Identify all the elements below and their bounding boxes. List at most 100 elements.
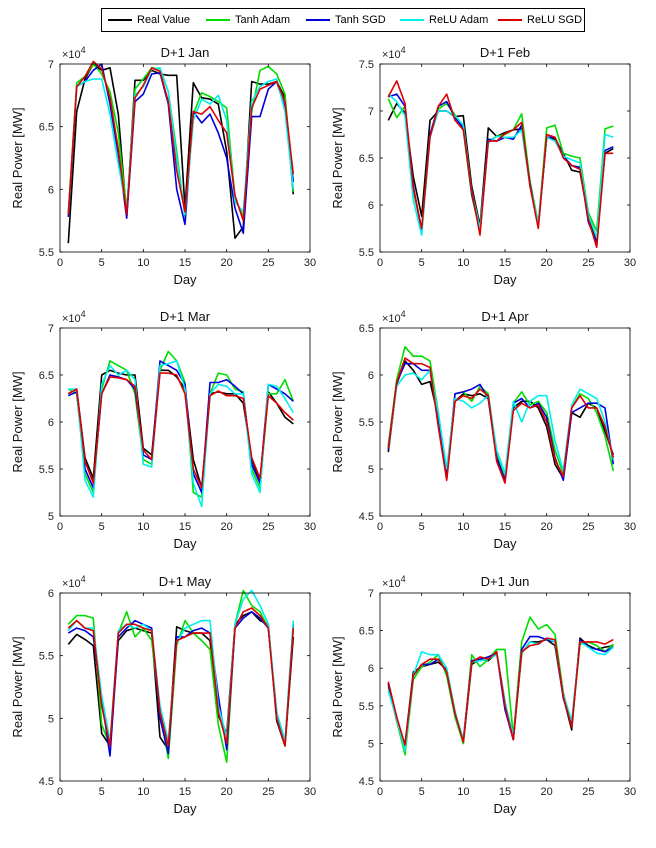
x-tick-label: 10: [137, 257, 149, 269]
y-axis-label: Real Power [MW]: [10, 371, 25, 472]
y-tick-label: 6.5: [359, 626, 374, 638]
x-tick-label: 15: [499, 786, 511, 798]
chart-title: D+1 Apr: [481, 309, 529, 324]
plot-area-frame: [379, 592, 631, 782]
legend-label: ReLU Adam: [429, 14, 489, 26]
y-tick-label: 7: [48, 323, 54, 335]
x-tick-label: 10: [457, 786, 469, 798]
legend-item-real-value: Real Value: [108, 9, 190, 31]
series-line-real-value: [67, 610, 295, 751]
y-tick-label: 7: [368, 588, 374, 600]
x-tick-label: 5: [419, 257, 425, 269]
y-tick-label: 5.5: [359, 417, 374, 429]
legend-item-relu-adam: ReLU Adam: [400, 9, 488, 31]
axis-multiplier: ×104: [62, 574, 86, 590]
y-tick-label: 6.5: [39, 370, 54, 382]
x-tick-label: 10: [457, 257, 469, 269]
x-tick-label: 0: [377, 786, 383, 798]
chart-title: D+1 Mar: [160, 309, 211, 324]
y-axis-label: Real Power [MW]: [10, 107, 25, 208]
x-tick-label: 30: [624, 786, 636, 798]
series-line-tanh-sgd: [387, 362, 615, 482]
x-tick-label: 30: [304, 521, 316, 533]
x-tick-label: 0: [377, 521, 383, 533]
y-tick-label: 6.5: [359, 323, 374, 335]
x-tick-label: 5: [419, 786, 425, 798]
x-tick-label: 10: [137, 521, 149, 533]
series-line-relu-sgd: [387, 80, 614, 249]
x-tick-label: 30: [624, 257, 636, 269]
x-tick-label: 0: [57, 257, 63, 269]
x-tick-label: 5: [419, 521, 425, 533]
y-tick-label: 6: [368, 663, 374, 675]
legend-swatch: [108, 19, 132, 21]
x-tick-label: 25: [262, 257, 274, 269]
x-tick-label: 20: [221, 257, 233, 269]
x-tick-label: 10: [137, 786, 149, 798]
series-line-relu-sgd: [387, 357, 615, 484]
legend-item-tanh-sgd: Tanh SGD: [306, 9, 386, 31]
y-tick-label: 7: [368, 106, 374, 118]
x-tick-label: 25: [582, 786, 594, 798]
y-tick-label: 6: [368, 200, 374, 212]
axis-multiplier: ×104: [62, 45, 86, 61]
x-tick-label: 20: [541, 786, 553, 798]
x-tick-label: 15: [179, 521, 191, 533]
x-tick-label: 0: [377, 257, 383, 269]
legend-label: ReLU SGD: [527, 14, 583, 26]
legend-label: Tanh Adam: [235, 14, 291, 26]
x-tick-label: 20: [541, 257, 553, 269]
y-tick-label: 6.5: [39, 122, 54, 134]
legend-swatch: [400, 19, 424, 21]
y-axis-label: Real Power [MW]: [330, 107, 345, 208]
x-axis-label: Day: [493, 272, 517, 287]
y-tick-label: 6: [368, 370, 374, 382]
x-tick-label: 20: [541, 521, 553, 533]
y-tick-label: 5: [368, 464, 374, 476]
series-line-relu-adam: [387, 369, 615, 475]
x-tick-label: 5: [99, 257, 105, 269]
y-tick-label: 5: [48, 511, 54, 523]
x-tick-label: 30: [304, 257, 316, 269]
y-tick-label: 7: [48, 59, 54, 71]
axis-multiplier: ×104: [382, 309, 406, 325]
y-tick-label: 4.5: [359, 511, 374, 523]
series-line-tanh-sgd: [67, 360, 294, 494]
x-axis-label: Day: [173, 536, 197, 551]
x-tick-label: 25: [262, 786, 274, 798]
x-tick-label: 5: [99, 521, 105, 533]
chart-title: D+1 Feb: [480, 45, 530, 60]
axis-multiplier: ×104: [62, 309, 86, 325]
y-tick-label: 4.5: [359, 776, 374, 788]
x-tick-label: 0: [57, 786, 63, 798]
x-tick-label: 20: [221, 521, 233, 533]
x-tick-label: 30: [624, 521, 636, 533]
series-line-relu-adam: [68, 360, 294, 508]
y-tick-label: 6: [48, 417, 54, 429]
x-tick-label: 25: [262, 521, 274, 533]
series-line-relu-sgd: [387, 637, 614, 746]
legend-item-tanh-adam: Tanh Adam: [206, 9, 290, 31]
y-tick-label: 5.5: [39, 247, 54, 259]
y-tick-label: 5: [48, 713, 54, 725]
series-line-real-value: [387, 102, 614, 242]
series-line-relu-adam: [67, 589, 295, 742]
x-tick-label: 15: [179, 786, 191, 798]
x-tick-label: 0: [57, 521, 63, 533]
legend-item-relu-sgd: ReLU SGD: [498, 9, 582, 31]
x-axis-label: Day: [173, 272, 197, 287]
chart-title: D+1 Jan: [161, 45, 210, 60]
series-line-relu-adam: [67, 67, 295, 216]
y-tick-label: 4.5: [39, 776, 54, 788]
series-line-tanh-adam: [387, 345, 615, 480]
y-tick-label: 5: [368, 738, 374, 750]
legend-label: Tanh SGD: [335, 14, 386, 26]
y-axis-label: Real Power [MW]: [10, 636, 25, 737]
series-line-relu-sgd: [67, 60, 295, 222]
y-axis-label: Real Power [MW]: [330, 371, 345, 472]
chart-title: D+1 Jun: [481, 574, 530, 589]
series-line-real-value: [67, 63, 295, 244]
x-axis-label: Day: [493, 801, 517, 816]
x-axis-label: Day: [493, 536, 517, 551]
